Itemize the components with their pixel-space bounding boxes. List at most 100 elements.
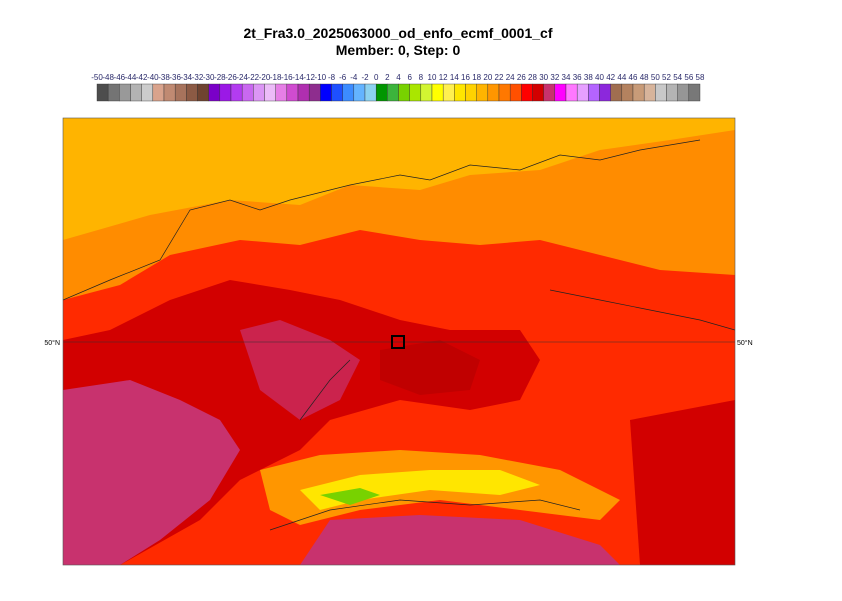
- color-swatch: [509, 83, 522, 102]
- colorbar-label: 36: [573, 73, 582, 82]
- colorbar-label: -6: [339, 73, 347, 82]
- colorbar-label: 58: [696, 73, 705, 82]
- colorbar-label: -14: [292, 73, 304, 82]
- color-swatch: [565, 83, 578, 102]
- colorbar-label: -26: [225, 73, 237, 82]
- color-swatch: [308, 83, 321, 102]
- color-swatch: [297, 83, 310, 102]
- colorbar-label: 10: [428, 73, 437, 82]
- color-swatch: [521, 83, 533, 102]
- field: [630, 400, 735, 565]
- colorbar-label: 54: [673, 73, 682, 82]
- colorbar-label: -30: [203, 73, 215, 82]
- colorbar-label: -4: [350, 73, 358, 82]
- color-swatch: [688, 83, 701, 102]
- colorbar-label: -24: [236, 73, 248, 82]
- color-swatch: [387, 83, 399, 102]
- color-swatch: [342, 83, 355, 102]
- color-swatch: [241, 83, 254, 102]
- colorbar-label: -8: [328, 73, 336, 82]
- colorbar-label: 44: [617, 73, 626, 82]
- color-swatch: [554, 83, 567, 102]
- colorbar-label: 38: [584, 73, 593, 82]
- lat-label: 50°N: [44, 339, 60, 347]
- colorbar-label: 16: [461, 73, 470, 82]
- color-swatch: [353, 83, 366, 102]
- colorbar: -50 -48 -46 -44 -42 -40 -38 -36 -34 -32 -30 -28 -26-…: [91, 73, 705, 102]
- color-swatch: [398, 83, 410, 102]
- color-swatch: [442, 83, 455, 102]
- colorbar-label: -38: [158, 73, 170, 82]
- color-swatch: [208, 83, 221, 102]
- colorbar-label: 50: [651, 73, 660, 82]
- colorbar-label: -46: [114, 73, 126, 82]
- colorbar-label: 8: [419, 73, 424, 82]
- colorbar-label: 28: [528, 73, 537, 82]
- color-swatch: [141, 83, 154, 102]
- colorbar-label: 56: [684, 73, 693, 82]
- colorbar-label: -20: [259, 73, 271, 82]
- color-swatch: [163, 83, 176, 102]
- title: 2t_Fra3.0_2025063000_od_enfo_ecmf_0001_c…: [244, 25, 553, 41]
- color-swatch: [610, 83, 623, 102]
- color-swatch: [96, 83, 109, 102]
- field: [63, 380, 240, 565]
- subtitle: Member: 0, Step: 0: [336, 42, 461, 58]
- color-swatch: [476, 83, 489, 102]
- colorbar-label: -42: [136, 73, 148, 82]
- color-swatch: [186, 83, 198, 102]
- color-swatch: [275, 83, 288, 102]
- colorbar-label: 20: [483, 73, 492, 82]
- map: [63, 118, 735, 565]
- colorbar-label: -50: [91, 73, 103, 82]
- colorbar-label: 52: [662, 73, 671, 82]
- color-swatch: [130, 83, 142, 102]
- colorbar-label: 4: [396, 73, 401, 82]
- marker: [391, 335, 405, 349]
- color-swatch: [174, 83, 187, 102]
- border-lines: [63, 139, 735, 531]
- color-swatch: [543, 83, 556, 102]
- lat-label: 50°N: [737, 339, 753, 347]
- color-swatch: [320, 83, 332, 102]
- colorbar-label: -18: [270, 73, 282, 82]
- colorbar-label: 46: [629, 73, 638, 82]
- color-swatch: [655, 83, 667, 102]
- colorbar-label: 6: [407, 73, 412, 82]
- colorbar-label: -10: [315, 73, 327, 82]
- color-swatch: [454, 83, 466, 102]
- color-swatch: [107, 83, 120, 102]
- colorbar-label: 30: [539, 73, 548, 82]
- color-swatch: [576, 83, 589, 102]
- color-swatch: [532, 83, 544, 102]
- color-swatch: [621, 83, 634, 102]
- color-swatch: [599, 83, 611, 102]
- colorbar-label: -36: [169, 73, 181, 82]
- color-swatch: [286, 83, 299, 102]
- colorbar-label: -22: [248, 73, 260, 82]
- colorbar-label: -2: [361, 73, 369, 82]
- colorbar-label: 14: [450, 73, 459, 82]
- colorbar-label: 26: [517, 73, 526, 82]
- colorbar-label: -12: [303, 73, 315, 82]
- color-swatch: [487, 83, 500, 102]
- color-swatch: [677, 83, 690, 102]
- colorbar-label: 18: [472, 73, 481, 82]
- color-swatch: [632, 83, 645, 102]
- color-swatch: [364, 83, 377, 102]
- colorbar-label: -16: [281, 73, 293, 82]
- color-swatch: [420, 83, 433, 102]
- colorbar-label: -34: [181, 73, 193, 82]
- color-swatch: [119, 83, 131, 102]
- color-swatch: [331, 83, 343, 102]
- colorbar-label: -28: [214, 73, 226, 82]
- colorbar-label: 0: [374, 73, 379, 82]
- color-swatch: [409, 83, 422, 102]
- color-swatch: [588, 83, 600, 102]
- colorbar-label: 42: [606, 73, 615, 82]
- colorbar-label: -32: [192, 73, 204, 82]
- colorbar-label: 40: [595, 73, 604, 82]
- color-swatch: [264, 83, 276, 102]
- color-swatch: [498, 83, 511, 102]
- color-swatch: [465, 83, 477, 102]
